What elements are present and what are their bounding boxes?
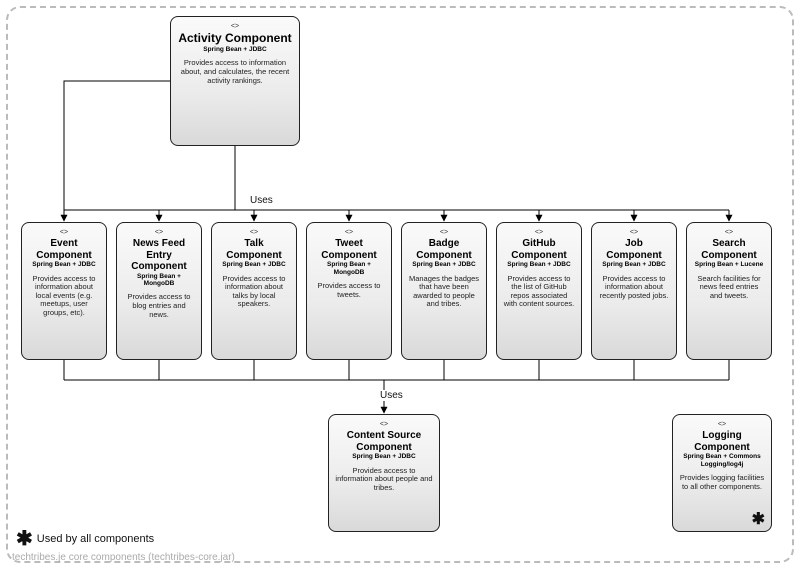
row-component-0: <>Event ComponentSpring Bean + JDBC Provi… xyxy=(21,222,107,360)
component-desc: Provides access to information about loc… xyxy=(26,275,102,318)
component-title: Activity Component xyxy=(175,32,295,46)
component-tech: Spring Bean + MongoDB xyxy=(121,273,197,288)
stereotype: <> xyxy=(26,229,102,237)
row-component-5: <>GitHub ComponentSpring Bean + JDBC Prov… xyxy=(496,222,582,360)
component-tech: Spring Bean + JDBC xyxy=(216,261,292,268)
component-tech: Spring Bean + JDBC xyxy=(175,46,295,53)
component-desc: Provides access to the list of GitHub re… xyxy=(501,275,577,310)
stereotype: <> xyxy=(333,421,435,429)
component-title: Content Source Component xyxy=(333,430,435,453)
stereotype: <> xyxy=(406,229,482,237)
stereotype: <> xyxy=(691,229,767,237)
row-component-6: <>Job ComponentSpring Bean + JDBC Provide… xyxy=(591,222,677,360)
stereotype: <> xyxy=(175,23,295,31)
legend-asterisk: ✱ xyxy=(16,534,33,544)
component-title: Logging Component xyxy=(677,430,767,453)
row-component-7: <>Search ComponentSpring Bean + Lucene Se… xyxy=(686,222,772,360)
component-desc: Manages the badges that have been awarde… xyxy=(406,275,482,310)
stereotype: <> xyxy=(677,421,767,429)
component-title: Badge Component xyxy=(406,238,482,261)
legend: ✱ Used by all components xyxy=(16,533,154,545)
component-tech: Spring Bean + JDBC xyxy=(596,261,672,268)
component-title: Search Component xyxy=(691,238,767,261)
component-tech: Spring Bean + MongoDB xyxy=(311,261,387,276)
component-tech: Spring Bean + Lucene xyxy=(691,261,767,268)
asterisk-icon: ✱ xyxy=(752,511,765,529)
component-title: Tweet Component xyxy=(311,238,387,261)
component-title: Job Component xyxy=(596,238,672,261)
content-source-component: <>Content Source ComponentSpring Bean + … xyxy=(328,414,440,532)
stereotype: <> xyxy=(121,229,197,237)
row-component-3: <>Tweet ComponentSpring Bean + MongoDB Pr… xyxy=(306,222,392,360)
edge-label-uses-2: Uses xyxy=(378,390,405,401)
legend-text: Used by all components xyxy=(37,533,154,545)
component-desc: Provides access to information about rec… xyxy=(596,275,672,301)
diagram-caption: techtribes.je core components (techtribe… xyxy=(12,552,235,563)
component-desc: Provides logging facilities to all other… xyxy=(677,474,767,491)
component-title: GitHub Component xyxy=(501,238,577,261)
component-tech: Spring Bean + Commons Logging/log4j xyxy=(677,453,767,468)
component-desc: Provides access to information about peo… xyxy=(333,467,435,493)
component-title: Event Component xyxy=(26,238,102,261)
component-title: News Feed Entry Component xyxy=(121,238,197,273)
component-desc: Provides access to information about tal… xyxy=(216,275,292,310)
component-desc: Provides access to blog entries and news… xyxy=(121,293,197,319)
component-desc: Search facilities for news feed entries … xyxy=(691,275,767,301)
stereotype: <> xyxy=(596,229,672,237)
component-tech: Spring Bean + JDBC xyxy=(333,453,435,460)
stereotype: <> xyxy=(216,229,292,237)
activity-component: <>Activity ComponentSpring Bean + JDBC Pr… xyxy=(170,16,300,146)
component-tech: Spring Bean + JDBC xyxy=(501,261,577,268)
row-component-1: <>News Feed Entry ComponentSpring Bean +… xyxy=(116,222,202,360)
component-desc: Provides access to tweets. xyxy=(311,282,387,299)
component-tech: Spring Bean + JDBC xyxy=(26,261,102,268)
component-tech: Spring Bean + JDBC xyxy=(406,261,482,268)
component-title: Talk Component xyxy=(216,238,292,261)
stereotype: <> xyxy=(501,229,577,237)
component-desc: Provides access to information about, an… xyxy=(175,59,295,85)
logging-component: <>Logging ComponentSpring Bean + Commons… xyxy=(672,414,772,532)
stereotype: <> xyxy=(311,229,387,237)
row-component-4: <>Badge ComponentSpring Bean + JDBC Manag… xyxy=(401,222,487,360)
row-component-2: <>Talk ComponentSpring Bean + JDBC Provid… xyxy=(211,222,297,360)
edge-label-uses-1: Uses xyxy=(248,195,275,206)
